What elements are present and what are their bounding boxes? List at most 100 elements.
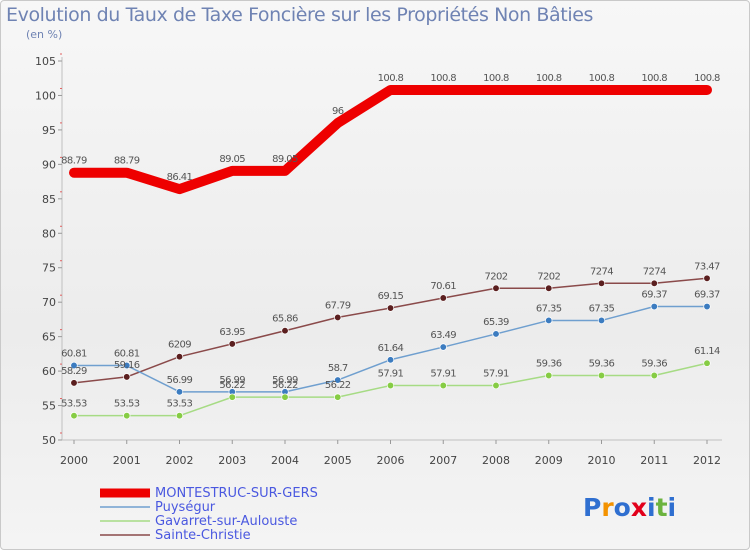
data-label-gavarret-sur-aulouste: 56.22 [325,380,351,391]
data-label-gavarret-sur-aulouste: 53.53 [61,399,87,410]
data-point-sainte-christie [386,304,395,312]
logo-letter: o [614,493,631,522]
data-point-puys-gur [650,302,658,311]
data-label-puys-gur: 69.37 [694,290,720,301]
data-label-gavarret-sur-aulouste: 59.36 [536,359,562,370]
data-label-puys-gur: 56.99 [219,375,245,386]
data-point-gavarret-sur-aulouste [123,412,131,420]
data-label-montestruc-sur-gers: 100.8 [536,73,562,84]
y-tick-label: 90 [42,158,56,171]
y-tick-label: 65 [42,331,56,344]
data-point-puys-gur [545,316,553,325]
data-label-montestruc-sur-gers: 100.8 [694,73,720,84]
x-tick-label: 2002 [166,454,194,467]
logo-letter: x [631,493,647,522]
data-label-montestruc-sur-gers: 88.79 [114,156,140,167]
data-label-montestruc-sur-gers: 96 [332,106,344,117]
data-label-gavarret-sur-aulouste: 56.22 [272,380,298,391]
data-label-puys-gur: 58.7 [328,363,348,374]
x-tick-label: 2000 [60,454,88,467]
data-label-sainte-christie: 7274 [643,266,666,277]
series-layer [69,84,712,420]
data-point-sainte-christie [281,327,289,335]
y-tick-label: 105 [35,55,56,68]
proxiti-logo: Proxiti [583,493,676,522]
data-label-sainte-christie: 69.15 [378,291,404,302]
data-label-gavarret-sur-aulouste: 61.14 [694,346,720,357]
logo-letter: t [656,493,668,522]
data-point-puys-gur [175,388,184,396]
data-point-puys-gur [703,302,711,311]
data-label-gavarret-sur-aulouste: 53.53 [114,399,140,410]
data-point-sainte-christie [545,284,553,292]
logo-letter: i [668,493,677,522]
x-tick-label: 2007 [429,454,457,467]
data-label-sainte-christie: 73.47 [694,261,720,272]
data-label-sainte-christie: 7202 [537,271,560,282]
data-label-montestruc-sur-gers: 88.79 [61,156,87,167]
data-point-sainte-christie [439,294,447,302]
data-label-puys-gur: 65.39 [483,317,509,328]
data-label-puys-gur: 69.37 [641,290,667,301]
data-point-gavarret-sur-aulouste [545,371,553,380]
x-tick-label: 2010 [588,454,616,467]
x-tick-label: 2001 [113,454,141,467]
data-point-gavarret-sur-aulouste [439,381,447,390]
data-point-puys-gur [334,376,342,384]
data-label-montestruc-sur-gers: 89.05 [272,154,298,165]
logo-letter: i [647,493,656,522]
x-tick-label: 2008 [482,454,510,467]
data-point-gavarret-sur-aulouste [386,381,395,390]
data-label-sainte-christie: 7202 [484,271,507,282]
y-tick-label: 70 [42,296,56,309]
data-point-gavarret-sur-aulouste [703,359,711,367]
data-label-gavarret-sur-aulouste: 53.53 [167,399,193,410]
data-point-gavarret-sur-aulouste [70,412,78,420]
data-label-gavarret-sur-aulouste: 59.36 [641,359,667,370]
chart-title: Evolution du Taux de Taxe Foncière sur l… [6,4,594,26]
legend-label: Puységur [155,500,216,515]
data-label-gavarret-sur-aulouste: 57.91 [430,368,456,379]
y-tick-label: 100 [35,89,56,102]
logo-letter: r [601,493,614,522]
data-point-sainte-christie [650,279,658,287]
data-point-sainte-christie [228,340,236,348]
x-tick-label: 2004 [271,454,299,467]
data-point-puys-gur [70,361,78,370]
logo-letter: P [583,493,601,522]
data-label-sainte-christie: 59.16 [114,360,140,371]
data-point-puys-gur [439,343,447,351]
x-tick-label: 2009 [535,454,563,467]
data-label-gavarret-sur-aulouste: 57.91 [483,368,509,379]
data-point-puys-gur [492,330,500,338]
axes: 50 55 60 65 70 75 80 85 90 95 100 105 2000 2001 2002 20… [35,53,722,467]
data-point-sainte-christie [492,284,500,292]
y-axis-unit: (en %) [26,28,63,41]
data-point-sainte-christie [334,313,342,322]
data-label-puys-gur: 56.99 [167,375,193,386]
data-point-gavarret-sur-aulouste [650,371,658,380]
y-tick-label: 55 [42,400,56,413]
data-point-gavarret-sur-aulouste [228,393,236,401]
data-label-montestruc-sur-gers: 100.8 [378,73,404,84]
data-point-puys-gur [597,316,606,325]
y-tick-label: 85 [42,193,56,206]
data-point-sainte-christie [175,353,184,361]
data-label-sainte-christie: 58.29 [61,366,87,377]
data-label-sainte-christie: 67.79 [325,300,351,311]
x-tick-label: 2012 [693,454,721,467]
data-point-gavarret-sur-aulouste [175,412,184,420]
data-label-gavarret-sur-aulouste: 59.36 [589,359,615,370]
data-point-sainte-christie [703,274,711,282]
data-label-montestruc-sur-gers: 100.8 [641,73,667,84]
y-tick-label: 60 [42,365,56,378]
x-tick-label: 2003 [218,454,246,467]
data-label-puys-gur: 67.35 [589,303,615,314]
data-point-gavarret-sur-aulouste [334,393,342,401]
data-point-sainte-christie [70,379,78,387]
data-label-gavarret-sur-aulouste: 56.22 [219,380,245,391]
data-point-gavarret-sur-aulouste [281,393,289,401]
data-label-montestruc-sur-gers: 89.05 [219,154,245,165]
x-tick-label: 2011 [640,454,668,467]
